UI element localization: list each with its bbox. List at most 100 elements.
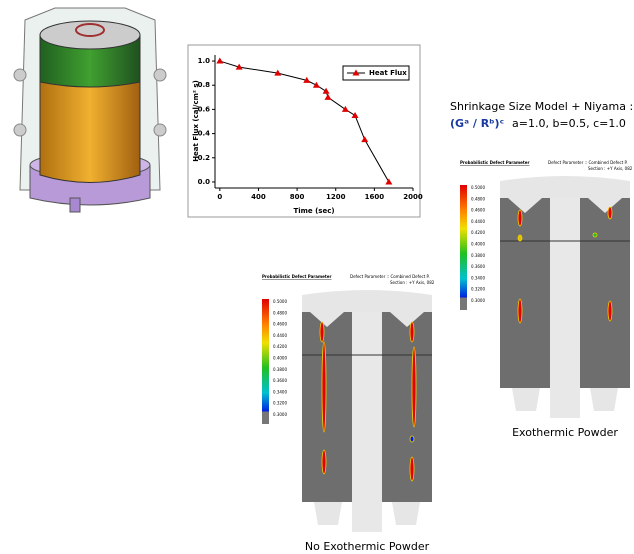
marker xyxy=(216,57,224,64)
colorbar-label: 0.3200 xyxy=(471,287,485,292)
defect-streak xyxy=(517,209,523,227)
y-tick-label: 0.0 xyxy=(198,178,211,186)
marker xyxy=(324,93,332,100)
colorbar xyxy=(262,299,269,424)
marker xyxy=(351,111,359,118)
marker xyxy=(235,63,243,70)
marker xyxy=(312,81,320,88)
marker xyxy=(385,178,393,185)
casting-feet xyxy=(512,388,618,411)
casting-left xyxy=(302,312,352,502)
defect-streak xyxy=(409,321,415,343)
panel-parameter: Defect Parameter :: Combined Defect P. xyxy=(350,274,430,279)
colorbar-label: 0.3200 xyxy=(273,401,287,406)
defect-streak xyxy=(607,206,613,220)
mold-render xyxy=(13,7,167,213)
x-tick-label: 1200 xyxy=(326,193,346,201)
marker xyxy=(274,69,282,76)
model-title: Shrinkage Size Model + Niyama : xyxy=(450,100,633,113)
defect-streak xyxy=(517,298,523,324)
defect-streak xyxy=(517,234,523,242)
defect-streak xyxy=(409,435,415,443)
defect-streak xyxy=(411,346,417,428)
model-params: a=1.0, b=0.5, c=1.0 xyxy=(512,117,626,130)
colorbar-label: 0.3800 xyxy=(273,367,287,372)
colorbar-label: 0.4000 xyxy=(273,356,287,361)
handle xyxy=(75,23,105,37)
panel-title: Probabilistic Defect Parameter xyxy=(460,160,529,165)
y-tick-label: 0.4 xyxy=(198,130,211,138)
colorbar-label: 0.3400 xyxy=(273,389,287,394)
colorbar-label: 0.4200 xyxy=(471,230,485,235)
defect-streak xyxy=(321,341,327,433)
casting-left xyxy=(500,198,550,388)
legend-box xyxy=(342,65,410,81)
x-tick-label: 2000 xyxy=(403,193,423,201)
marker xyxy=(352,69,360,76)
colorbar-label: 0.3400 xyxy=(471,275,485,280)
defect-panel: Probabilistic Defect Parameter Defect Par… xyxy=(460,160,633,439)
colorbar-label: 0.4600 xyxy=(273,322,287,327)
colorbar-label: 0.4400 xyxy=(273,333,287,338)
body xyxy=(39,79,141,183)
defect-streak xyxy=(409,456,415,482)
panel-section: Section : +Y Axis, 082 xyxy=(390,280,435,285)
marker xyxy=(341,105,349,112)
defect-streak xyxy=(592,232,598,238)
panel-title: Probabilistic Defect Parameter xyxy=(262,274,331,279)
y-axis-label: Heat Flux (cal/cm² s) xyxy=(192,80,200,162)
pin xyxy=(153,68,167,82)
casting-core xyxy=(550,198,580,418)
model-formula: (Gᵃ / Rᵇ)ᶜ xyxy=(450,117,504,130)
legend-label: Heat Flux xyxy=(369,69,407,77)
colorbar-label: 0.4800 xyxy=(471,196,485,201)
x-tick-label: 1600 xyxy=(365,193,385,201)
colorbar-label: 0.3000 xyxy=(273,412,287,417)
x-axis-label: Time (sec) xyxy=(293,207,334,215)
casting-notch xyxy=(508,198,622,213)
colorbar-label: 0.4000 xyxy=(471,242,485,247)
casting-right xyxy=(580,198,630,388)
colorbar-label: 0.4200 xyxy=(273,344,287,349)
casting-top xyxy=(500,176,630,203)
casting-top xyxy=(302,290,432,317)
x-tick-label: 400 xyxy=(251,193,266,201)
marker xyxy=(322,87,330,94)
panel-section: Section : +Y Axis, 082 xyxy=(588,166,633,171)
marker xyxy=(361,136,369,143)
x-tick-label: 0 xyxy=(217,193,222,201)
casting-notch xyxy=(310,312,424,327)
defect-streak xyxy=(321,449,327,475)
y-tick-label: 0.2 xyxy=(198,154,211,162)
defect-streak xyxy=(319,321,325,343)
panel-caption: No Exothermic Powder xyxy=(305,540,430,553)
pin xyxy=(13,68,27,82)
casting-core xyxy=(352,312,382,532)
marker xyxy=(303,76,311,83)
colorbar-label: 0.4600 xyxy=(471,208,485,213)
colorbar-label: 0.3600 xyxy=(273,378,287,383)
y-tick-label: 1.0 xyxy=(198,57,211,65)
y-tick-label: 0.8 xyxy=(198,81,211,89)
defect-panel: Probabilistic Defect Parameter Defect Par… xyxy=(262,274,435,553)
colorbar-label: 0.3000 xyxy=(471,298,485,303)
colorbar-label: 0.5000 xyxy=(273,299,287,304)
x-tick-label: 800 xyxy=(290,193,305,201)
colorbar xyxy=(460,185,467,310)
nozzle xyxy=(69,197,81,213)
colorbar-label: 0.3600 xyxy=(471,264,485,269)
colorbar-label: 0.3800 xyxy=(471,253,485,258)
panel-caption: Exothermic Powder xyxy=(512,426,618,439)
casting-feet xyxy=(314,502,420,525)
colorbar-label: 0.5000 xyxy=(471,185,485,190)
colorbar-label: 0.4800 xyxy=(273,310,287,315)
riser xyxy=(39,34,141,88)
pin xyxy=(153,123,167,137)
casting-right xyxy=(382,312,432,502)
defect-streak xyxy=(607,300,613,322)
y-tick-label: 0.6 xyxy=(198,105,211,113)
panel-parameter: Defect Parameter :: Combined Defect P. xyxy=(548,160,628,165)
pin xyxy=(13,123,27,137)
colorbar-label: 0.4400 xyxy=(471,219,485,224)
